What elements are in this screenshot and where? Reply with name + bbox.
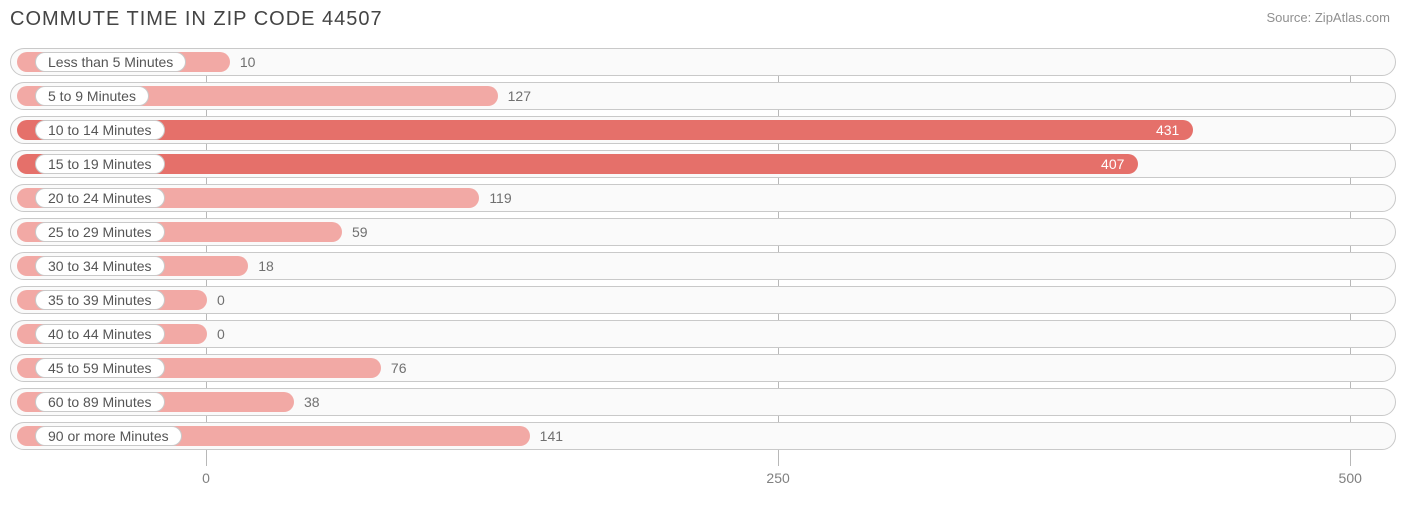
bar-value: 10	[240, 49, 256, 75]
chart-row: 20 to 24 Minutes 119	[10, 184, 1396, 212]
commute-time-chart: COMMUTE TIME IN ZIP CODE 44507 Source: Z…	[10, 0, 1396, 523]
chart-row: 30 to 34 Minutes 18	[10, 252, 1396, 280]
category-label: 20 to 24 Minutes	[35, 188, 165, 208]
bar-value: 127	[508, 83, 531, 109]
category-label: 30 to 34 Minutes	[35, 256, 165, 276]
chart-row: 45 to 59 Minutes 76	[10, 354, 1396, 382]
chart-row: 10 to 14 Minutes 431	[10, 116, 1396, 144]
source-prefix: Source:	[1266, 10, 1314, 25]
chart-source: Source: ZipAtlas.com	[1266, 10, 1390, 25]
chart-row: 90 or more Minutes 141	[10, 422, 1396, 450]
category-label: 40 to 44 Minutes	[35, 324, 165, 344]
chart-row: 5 to 9 Minutes 127	[10, 82, 1396, 110]
category-label: 35 to 39 Minutes	[35, 290, 165, 310]
category-label: 5 to 9 Minutes	[35, 86, 149, 106]
category-label: 45 to 59 Minutes	[35, 358, 165, 378]
bar-value: 431	[1156, 117, 1179, 143]
source-link[interactable]: ZipAtlas.com	[1315, 10, 1390, 25]
bar	[17, 120, 1193, 140]
bar-value: 119	[489, 185, 511, 211]
bar-value: 59	[352, 219, 368, 245]
bar	[17, 154, 1138, 174]
bar-value: 0	[217, 287, 225, 313]
category-label: 90 or more Minutes	[35, 426, 182, 446]
category-label: 25 to 29 Minutes	[35, 222, 165, 242]
chart-row: 60 to 89 Minutes 38	[10, 388, 1396, 416]
bar-value: 38	[304, 389, 320, 415]
category-label: 15 to 19 Minutes	[35, 154, 165, 174]
bar-value: 76	[391, 355, 407, 381]
chart-row: Less than 5 Minutes 10	[10, 48, 1396, 76]
plot-area: 0 250 500 Less than 5 Minutes 10 5 to 9 Minut…	[10, 48, 1396, 488]
chart-row: 25 to 29 Minutes 59	[10, 218, 1396, 246]
x-tick-label: 500	[1339, 470, 1362, 486]
bar-value: 18	[258, 253, 274, 279]
bar-value: 0	[217, 321, 225, 347]
bar-value: 407	[1101, 151, 1124, 177]
category-label: Less than 5 Minutes	[35, 52, 186, 72]
chart-title: COMMUTE TIME IN ZIP CODE 44507	[10, 8, 383, 31]
category-label: 60 to 89 Minutes	[35, 392, 165, 412]
category-label: 10 to 14 Minutes	[35, 120, 165, 140]
chart-row: 15 to 19 Minutes 407	[10, 150, 1396, 178]
x-tick-label: 0	[202, 470, 210, 486]
chart-row: 35 to 39 Minutes 0	[10, 286, 1396, 314]
x-tick-label: 250	[766, 470, 789, 486]
chart-row: 40 to 44 Minutes 0	[10, 320, 1396, 348]
bar-value: 141	[540, 423, 563, 449]
